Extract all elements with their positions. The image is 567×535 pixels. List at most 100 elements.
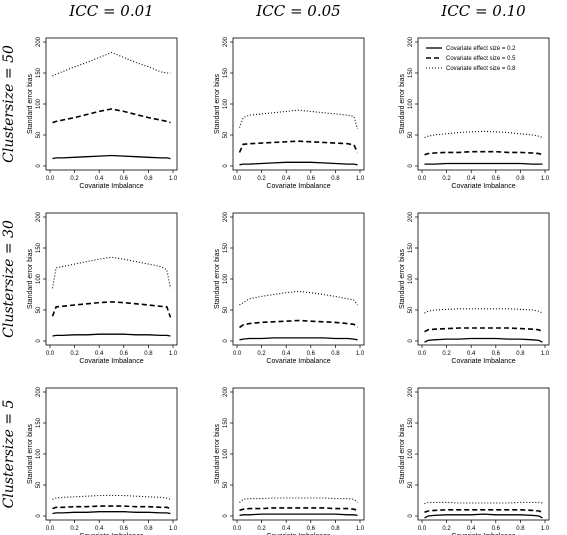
series-line-dotted (238, 109, 359, 129)
x-tick-label: 0.4 (282, 351, 291, 357)
x-tick-label: 0.0 (46, 526, 55, 532)
x-tick-label: 0.6 (120, 176, 129, 182)
panel-2-2: 0.0 0.2 0.4 0.6 0.8 1.0 0 50 100 150 200 Covariate … (399, 386, 550, 535)
x-tick-label: 0.4 (467, 526, 476, 532)
legend-label: Covariate effect size = 0.5 (446, 56, 516, 62)
legend-label: Covariate effect size = 0.2 (446, 46, 516, 52)
y-tick-label: 150 (408, 67, 414, 78)
panel-1-1: 0.0 0.2 0.4 0.6 0.8 1.0 0 50 100 150 200 Covariate … (214, 211, 365, 365)
col-title-2: ICC = 0.10 (440, 2, 526, 20)
series-line-dotted (51, 256, 172, 289)
series-line-solid (239, 337, 358, 341)
x-tick-label: 1.0 (169, 526, 178, 532)
panel-0-0: 0.0 0.2 0.4 0.6 0.8 1.0 0 50 100 150 200 Covariate … (27, 36, 178, 190)
x-tick-label: 0.6 (120, 351, 129, 357)
y-tick-label: 50 (223, 481, 229, 488)
y-tick-label: 0 (36, 514, 42, 518)
x-tick-label: 0.8 (144, 526, 153, 532)
x-tick-label: 0.6 (307, 526, 316, 532)
y-tick-label: 150 (223, 417, 229, 428)
x-tick-label: 0.6 (307, 351, 316, 357)
x-tick-label: 1.0 (541, 526, 550, 532)
x-axis-label: Covariate Imbalance (79, 533, 143, 535)
x-tick-label: 0.0 (46, 351, 55, 357)
x-tick-label: 1.0 (356, 351, 365, 357)
x-tick-label: 0.0 (418, 176, 427, 182)
y-tick-label: 200 (408, 211, 414, 222)
x-tick-label: 0.4 (95, 351, 104, 357)
x-axis-label: Covariate Imbalance (79, 183, 143, 190)
panel-grid: 0.0 0.2 0.4 0.6 0.8 1.0 0 50 100 150 200 Covariate … (27, 36, 550, 535)
y-axis-label: Standard error bias (214, 424, 221, 484)
y-tick-label: 100 (408, 273, 414, 284)
plot-frame (417, 212, 550, 346)
plot-frame (45, 37, 178, 171)
series-line-dotted (52, 51, 171, 77)
y-tick-label: 50 (36, 481, 42, 488)
column-titles: ICC = 0.01 ICC = 0.05 ICC = 0.10 (68, 2, 526, 20)
y-tick-label: 0 (223, 164, 229, 168)
x-tick-label: 0.6 (120, 526, 129, 532)
panel-0-1: 0.0 0.2 0.4 0.6 0.8 1.0 0 50 100 150 200 Covariate … (214, 36, 365, 190)
x-axis-label: Covariate Imbalance (451, 183, 515, 190)
y-tick-label: 200 (223, 211, 229, 222)
x-tick-label: 0.0 (233, 526, 242, 532)
y-tick-label: 100 (408, 448, 414, 459)
x-axis-label: Covariate Imbalance (79, 358, 143, 365)
x-tick-label: 0.6 (307, 176, 316, 182)
x-tick-label: 0.2 (257, 176, 266, 182)
x-tick-label: 0.2 (442, 526, 451, 532)
x-tick-label: 0.4 (282, 526, 291, 532)
x-tick-label: 0.8 (331, 351, 340, 357)
y-tick-label: 200 (408, 386, 414, 397)
x-tick-label: 0.2 (442, 351, 451, 357)
row-title-2: Clustersize = 5 (1, 399, 17, 508)
series-line-dotted (239, 497, 358, 503)
y-tick-label: 50 (223, 306, 229, 313)
panel-2-0: 0.0 0.2 0.4 0.6 0.8 1.0 0 50 100 150 200 Covariate … (27, 386, 178, 535)
x-tick-label: 1.0 (356, 176, 365, 182)
x-tick-label: 0.4 (467, 176, 476, 182)
y-axis-label: Standard error bias (27, 249, 34, 309)
col-title-1: ICC = 0.05 (255, 2, 340, 20)
panel-0-2: 0.0 0.2 0.4 0.6 0.8 1.0 0 50 100 150 200 Covariate … (399, 36, 550, 190)
y-tick-label: 150 (36, 67, 42, 78)
x-tick-label: 0.2 (70, 176, 79, 182)
x-tick-label: 1.0 (541, 176, 550, 182)
legend-label: Covariate effect size = 0.8 (446, 66, 516, 72)
y-tick-label: 50 (36, 131, 42, 138)
y-tick-label: 100 (408, 98, 414, 109)
series-line-solid (239, 161, 358, 166)
x-tick-label: 0.4 (282, 176, 291, 182)
x-tick-label: 0.6 (492, 526, 501, 532)
y-tick-label: 150 (408, 417, 414, 428)
y-tick-label: 0 (408, 339, 414, 343)
x-tick-label: 0.8 (144, 351, 153, 357)
y-axis-label: Standard error bias (27, 74, 34, 134)
x-tick-label: 0.8 (516, 351, 525, 357)
x-axis-label: Covariate Imbalance (266, 533, 330, 535)
x-tick-label: 0.2 (442, 176, 451, 182)
plot-frame (232, 212, 365, 346)
y-tick-label: 0 (36, 339, 42, 343)
y-axis-label: Standard error bias (399, 74, 406, 134)
row-title-1: Clustersize = 30 (1, 220, 17, 338)
x-tick-label: 1.0 (541, 351, 550, 357)
series-line-dashed (424, 508, 543, 514)
y-axis-label: Standard error bias (399, 249, 406, 309)
row-titles: Clustersize = 50 Clustersize = 30 Clusters… (1, 45, 17, 508)
panel-2-1: 0.0 0.2 0.4 0.6 0.8 1.0 0 50 100 150 200 Covariate … (214, 386, 365, 535)
y-tick-label: 100 (36, 273, 42, 284)
x-tick-label: 0.0 (418, 526, 427, 532)
x-tick-label: 0.8 (331, 526, 340, 532)
x-tick-label: 0.8 (516, 176, 525, 182)
x-tick-label: 0.4 (95, 176, 104, 182)
y-tick-label: 150 (36, 417, 42, 428)
series-line-solid (52, 333, 171, 337)
x-tick-label: 0.2 (257, 351, 266, 357)
y-axis-label: Standard error bias (214, 249, 221, 309)
series-line-dotted (239, 290, 358, 306)
plot-frame (232, 387, 365, 521)
y-tick-label: 100 (223, 98, 229, 109)
x-tick-label: 0.0 (233, 351, 242, 357)
